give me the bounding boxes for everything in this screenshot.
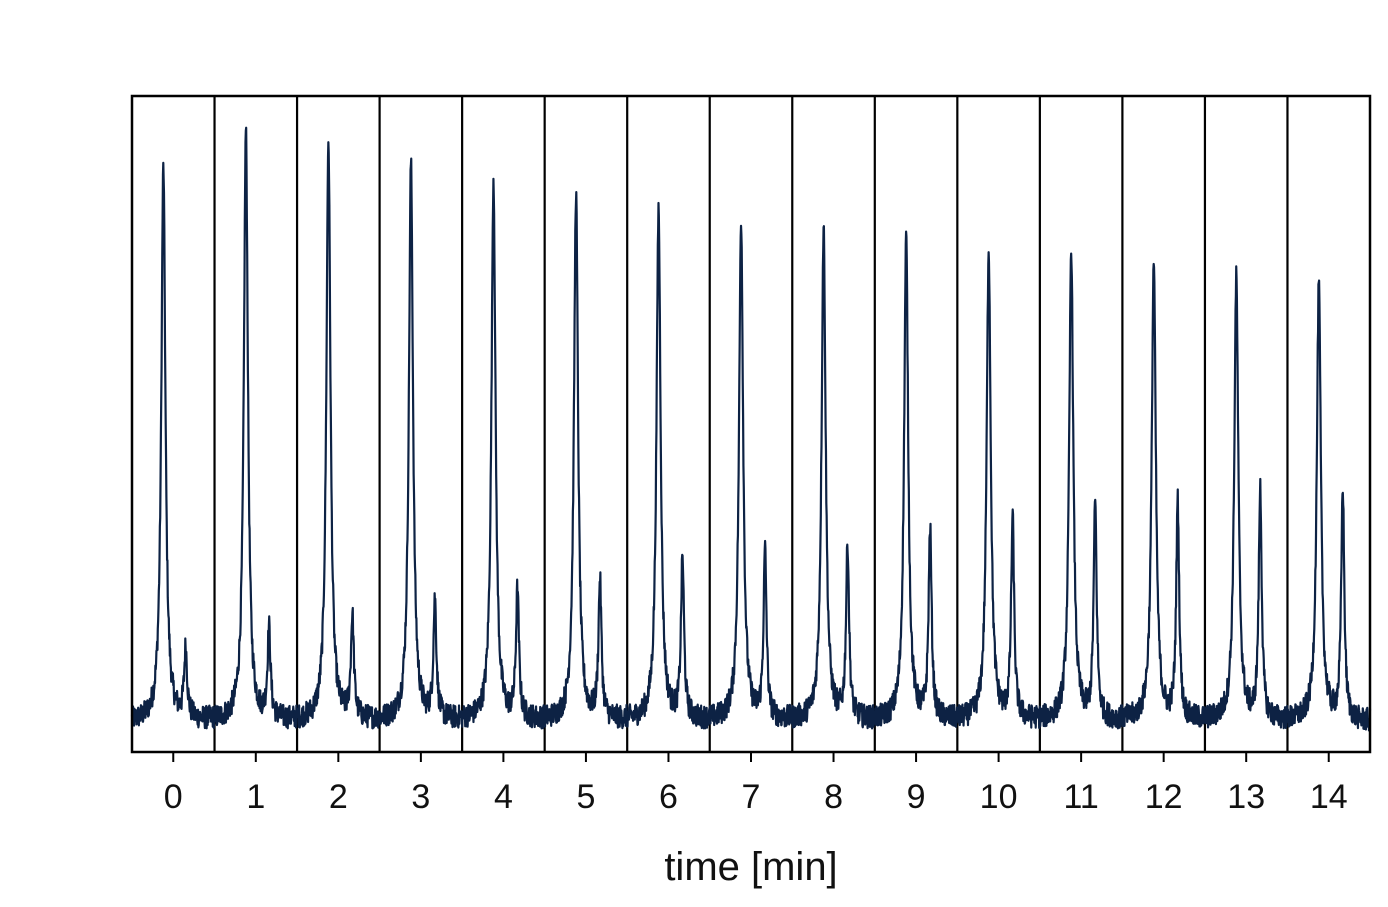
x-tick-label-9: 9 <box>907 778 926 816</box>
signal-trace <box>130 126 1372 732</box>
x-tick-label-5: 5 <box>576 778 595 816</box>
x-tick-label-13: 13 <box>1227 778 1265 816</box>
x-tick-label-7: 7 <box>742 778 761 816</box>
x-tick-label-14: 14 <box>1310 778 1348 816</box>
x-tick-label-3: 3 <box>411 778 430 816</box>
x-tick-label-11: 11 <box>1063 778 1098 816</box>
x-tick-label-10: 10 <box>980 778 1018 816</box>
x-tick-label-8: 8 <box>824 778 843 816</box>
x-tick-label-4: 4 <box>494 778 513 816</box>
x-axis-label: time [min] <box>664 845 837 889</box>
x-tick-label-12: 12 <box>1145 778 1183 816</box>
x-axis-ticks <box>172 752 1330 762</box>
x-tick-label-6: 6 <box>659 778 678 816</box>
x-axis-tick-labels: 0 1 2 3 4 5 6 7 8 9 10 11 12 13 14 <box>164 778 1348 816</box>
segment-separators <box>213 96 1289 752</box>
x-tick-label-1: 1 <box>246 778 265 816</box>
plot-frame <box>130 94 1372 754</box>
x-tick-label-2: 2 <box>329 778 348 816</box>
x-tick-label-0: 0 <box>164 778 183 816</box>
